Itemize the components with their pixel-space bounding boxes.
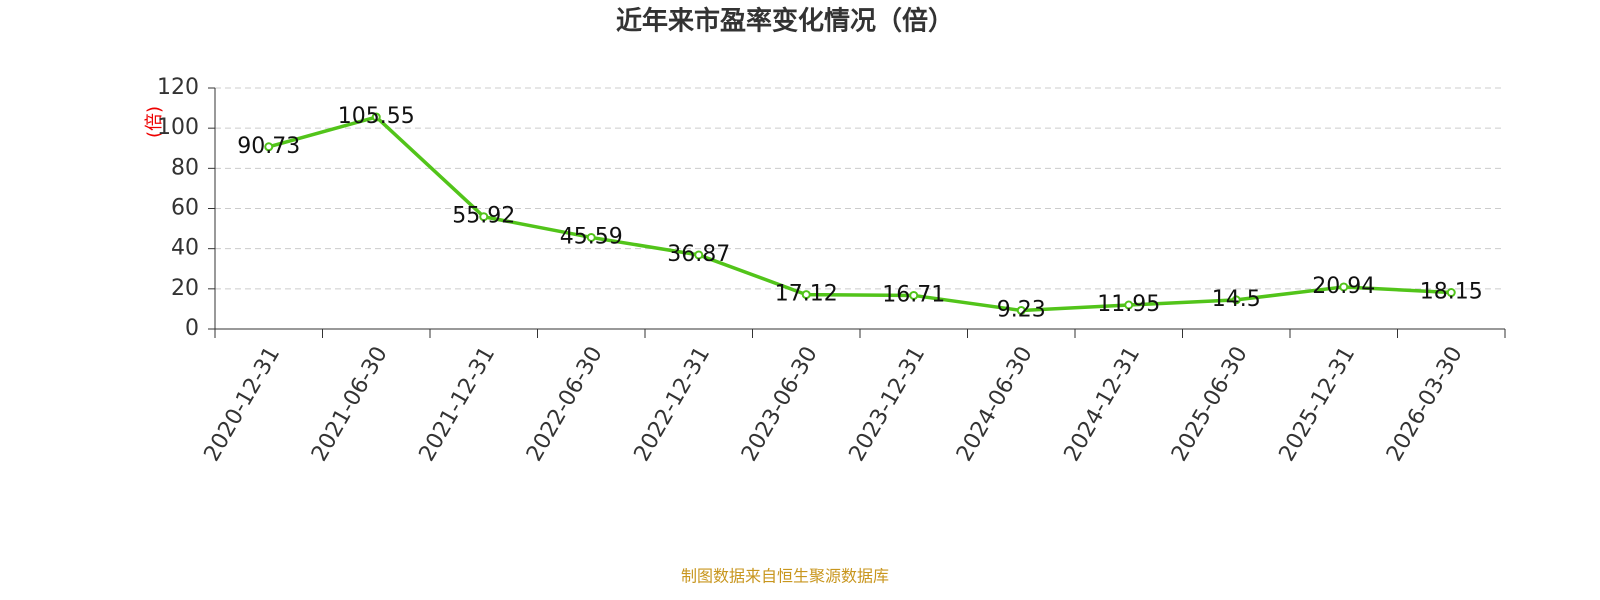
y-tick-label: 40: [171, 236, 199, 261]
data-label: 105.55: [338, 104, 415, 129]
x-tick-label: 2020-12-31: [200, 343, 286, 466]
x-tick-label: 2026-03-30: [1382, 343, 1468, 466]
data-label: 45.59: [560, 224, 623, 249]
y-tick-label: 100: [157, 115, 199, 140]
data-label: 9.23: [997, 297, 1046, 322]
data-point: [801, 290, 811, 300]
x-tick-label: 2023-12-31: [845, 343, 931, 466]
y-tick-label: 0: [185, 316, 199, 341]
data-point: [694, 250, 704, 260]
x-tick-label: 2022-06-30: [522, 343, 608, 466]
data-label: 11.95: [1097, 292, 1160, 317]
data-label: 36.87: [667, 242, 730, 267]
data-label: 55.92: [452, 204, 515, 229]
chart-title: 近年来市盈率变化情况（倍）: [616, 6, 954, 37]
data-point: [264, 142, 274, 152]
y-axis-label: (倍): [144, 106, 165, 138]
x-tick-label: 2021-06-30: [307, 343, 393, 466]
series-line: [268, 115, 1452, 313]
data-label: 16.71: [882, 282, 945, 307]
data-point: [909, 290, 919, 300]
x-tick-label: 2023-06-30: [737, 343, 823, 466]
y-tick-label: 20: [171, 276, 199, 301]
x-tick-label: 2024-12-31: [1060, 343, 1146, 466]
data-label: 90.73: [237, 134, 300, 159]
x-tick-label: 2025-06-30: [1167, 343, 1253, 466]
data-point: [1231, 295, 1241, 305]
data-point: [1339, 282, 1349, 292]
y-tick-label: 80: [171, 155, 199, 180]
data-point: [371, 112, 381, 122]
data-label: 18.15: [1420, 280, 1483, 305]
data-point: [1124, 300, 1134, 310]
y-tick-label: 120: [157, 75, 199, 100]
x-tick-label: 2022-12-31: [630, 343, 716, 466]
x-tick-label: 2025-12-31: [1275, 343, 1361, 466]
y-tick-label: 60: [171, 196, 199, 221]
x-tick-label: 2021-12-31: [415, 343, 501, 466]
data-point: [586, 232, 596, 242]
data-label: 20.94: [1312, 274, 1375, 299]
source-note: 制图数据来自恒生聚源数据库: [681, 567, 889, 586]
x-tick-label: 2024-06-30: [952, 343, 1038, 466]
data-label: 14.5: [1212, 287, 1261, 312]
data-point: [1016, 305, 1026, 315]
data-point: [1446, 288, 1456, 298]
data-point: [479, 212, 489, 222]
data-label: 17.12: [775, 282, 838, 307]
